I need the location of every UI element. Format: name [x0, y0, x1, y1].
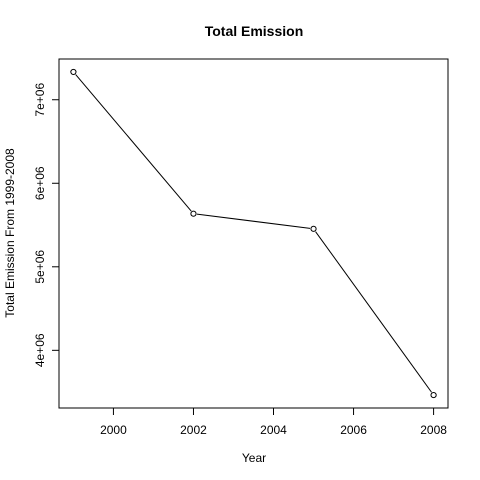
x-tick-label: 2006 [340, 423, 367, 437]
x-tick-label: 2004 [260, 423, 287, 437]
y-tick-label: 5e+06 [33, 250, 47, 284]
x-axis-title: Year [242, 451, 266, 465]
y-tick-label: 4e+06 [33, 333, 47, 367]
data-point [70, 68, 77, 76]
line-segment [315, 231, 432, 393]
y-tick-label: 6e+06 [33, 166, 47, 200]
chart-title: Total Emission [205, 23, 304, 39]
x-tick-label: 2008 [420, 423, 447, 437]
x-tick-label: 2000 [100, 423, 127, 437]
y-tick-label: 7e+06 [33, 83, 47, 117]
x-axis: 2000 2002 2004 2006 2008 [100, 407, 447, 437]
line-segment [75, 74, 192, 212]
data-point [310, 225, 317, 232]
x-tick-label: 2002 [180, 423, 207, 437]
data-point [190, 210, 197, 217]
series-total-emission [70, 68, 437, 399]
line-segment [196, 213, 311, 229]
data-point [430, 391, 437, 399]
y-axis-title: Total Emission From 1999-2008 [3, 148, 17, 318]
y-axis: 4e+06 5e+06 6e+06 7e+06 [33, 83, 60, 367]
